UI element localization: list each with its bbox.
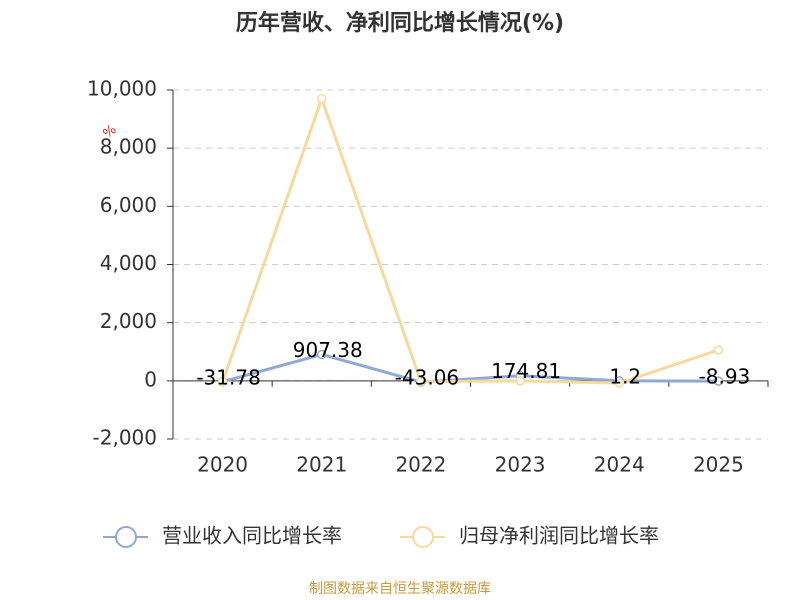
data-point <box>317 349 327 360</box>
value-label: 907.38 <box>293 338 363 362</box>
value-label: -31.78 <box>196 365 260 389</box>
y-tick-label: 2,000 <box>100 309 157 333</box>
value-label: 1.2 <box>609 364 641 388</box>
y-tick-label: 0 <box>144 367 157 391</box>
data-point <box>614 378 624 388</box>
data-point <box>317 93 327 104</box>
y-tick-label: 10,000 <box>87 77 157 101</box>
source-note: 制图数据来自恒生聚源数据库 <box>309 581 491 597</box>
chart-title: 历年营收、净利同比增长情况(%) <box>236 10 564 36</box>
x-tick-label: 2024 <box>594 453 645 477</box>
series-line <box>222 352 719 384</box>
legend-marker[interactable] <box>412 526 434 548</box>
series-line <box>221 94 719 385</box>
x-tick-label: 2022 <box>395 453 446 477</box>
x-tick-label: 2023 <box>495 453 546 477</box>
x-tick-label: 2025 <box>693 453 744 477</box>
x-tick-label: 2020 <box>197 453 248 477</box>
y-tick-label: 4,000 <box>100 251 157 275</box>
legend-marker[interactable] <box>115 526 137 548</box>
data-point <box>713 376 724 386</box>
y-tick-label: 6,000 <box>100 193 157 217</box>
x-tick-label: 2021 <box>296 453 347 477</box>
data-point <box>416 376 426 387</box>
value-label: -8.93 <box>699 365 751 389</box>
value-label: 174.81 <box>491 359 561 383</box>
value-label: -43.06 <box>395 366 459 390</box>
y-tick-label: -2,000 <box>93 426 157 450</box>
y-tick-label: 8,000 <box>100 135 157 159</box>
data-point <box>515 376 525 386</box>
data-point <box>713 345 724 355</box>
legend-label[interactable]: 归母净利润同比增长率 <box>459 524 659 548</box>
data-point <box>217 377 228 387</box>
legend-label[interactable]: 营业收入同比增长率 <box>162 524 342 548</box>
